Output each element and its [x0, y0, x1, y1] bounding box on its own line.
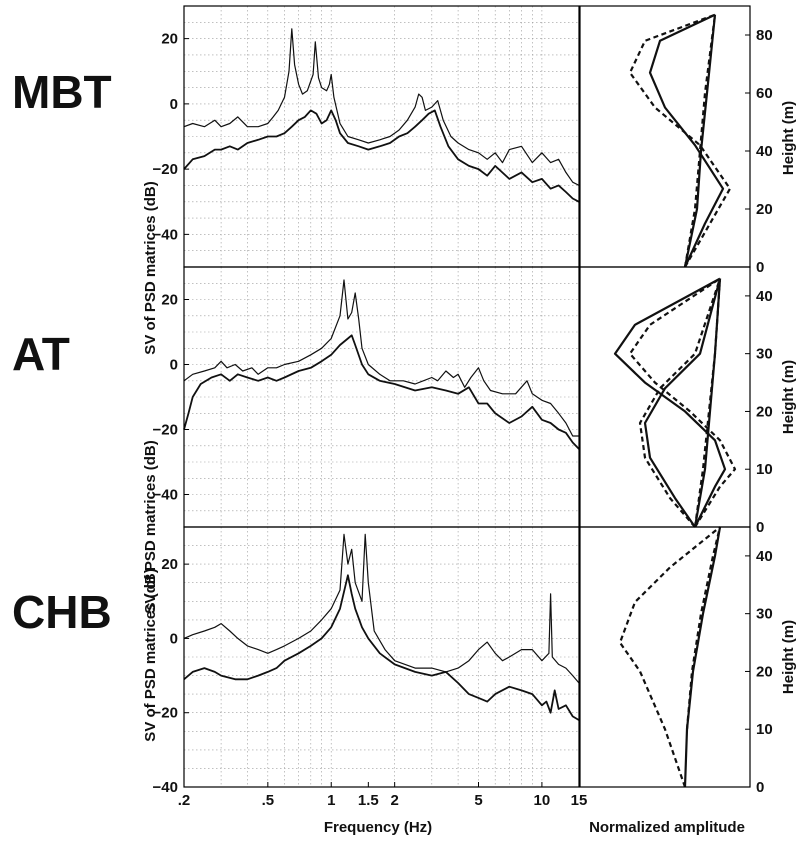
mode-ylabel-at: Height (m)	[780, 360, 797, 434]
mode-ytick-chb-30: 30	[756, 606, 773, 623]
mode-ytick-chb-10: 10	[756, 721, 773, 738]
mode-ytick-mbt-0: 0	[756, 259, 764, 276]
psd-xlabel: Frequency (Hz)	[324, 819, 432, 836]
psd-ytick-chb-20: 20	[161, 556, 178, 573]
panel-label-mbt: MBT	[12, 66, 112, 118]
psd-xtick-5: 5	[474, 792, 482, 809]
psd-xtick-4: 2	[390, 792, 398, 809]
mode-ytick-mbt-40: 40	[756, 143, 773, 160]
mode-ytick-at-30: 30	[756, 346, 773, 363]
psd-xtick-0: .2	[178, 792, 191, 809]
psd-xtick-2: 1	[327, 792, 335, 809]
mode-ytick-at-10: 10	[756, 461, 773, 478]
mode-xlabel: Normalized amplitude	[589, 819, 745, 836]
mode-ytick-mbt-20: 20	[756, 201, 773, 218]
mode-ytick-mbt-80: 80	[756, 27, 773, 44]
psd-ylabel-chb: SV of PSD matrices (dB)	[142, 568, 159, 741]
psd-xtick-6: 10	[534, 792, 551, 809]
psd-ytick-chb--40: −40	[153, 779, 178, 796]
mode-ytick-mbt-60: 60	[756, 85, 773, 102]
mode-ylabel-mbt: Height (m)	[780, 101, 797, 175]
psd-xtick-7: 15	[571, 792, 588, 809]
mode-ylabel-chb: Height (m)	[780, 620, 797, 694]
psd-ytick-mbt-20: 20	[161, 31, 178, 48]
psd-xtick-1: .5	[262, 792, 275, 809]
mode-ytick-at-0: 0	[756, 519, 764, 536]
mode-ytick-at-40: 40	[756, 288, 773, 305]
mode-ytick-chb-0: 0	[756, 779, 764, 796]
psd-ytick-at-0: 0	[170, 357, 178, 374]
mode-ytick-chb-20: 20	[756, 663, 773, 680]
psd-ytick-at--20: −20	[153, 422, 178, 439]
psd-ytick-mbt-0: 0	[170, 96, 178, 113]
mode-ytick-chb-40: 40	[756, 548, 773, 565]
panel-label-at: AT	[12, 328, 70, 380]
psd-ytick-chb-0: 0	[170, 630, 178, 647]
mode-ytick-at-20: 20	[756, 403, 773, 420]
psd-ylabel-mbt: SV of PSD matrices (dB)	[142, 181, 159, 354]
psd-xtick-3: 1.5	[358, 792, 379, 809]
psd-ytick-at-20: 20	[161, 292, 178, 309]
panel-label-chb: CHB	[12, 586, 112, 638]
psd-ytick-mbt--20: −20	[153, 161, 178, 178]
